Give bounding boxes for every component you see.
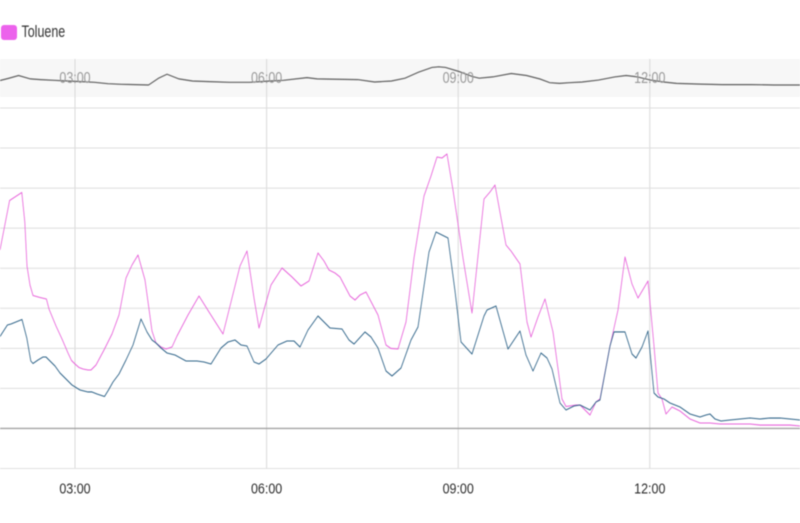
svg-text:Toluene: Toluene — [22, 23, 66, 41]
svg-text:12:00: 12:00 — [634, 481, 666, 497]
svg-text:09:00: 09:00 — [443, 69, 474, 86]
svg-text:12:00: 12:00 — [634, 69, 665, 86]
svg-text:06:00: 06:00 — [251, 481, 283, 497]
svg-text:03:00: 03:00 — [59, 481, 91, 497]
svg-text:03:00: 03:00 — [59, 69, 90, 86]
svg-text:06:00: 06:00 — [251, 69, 282, 86]
svg-text:09:00: 09:00 — [443, 481, 475, 497]
